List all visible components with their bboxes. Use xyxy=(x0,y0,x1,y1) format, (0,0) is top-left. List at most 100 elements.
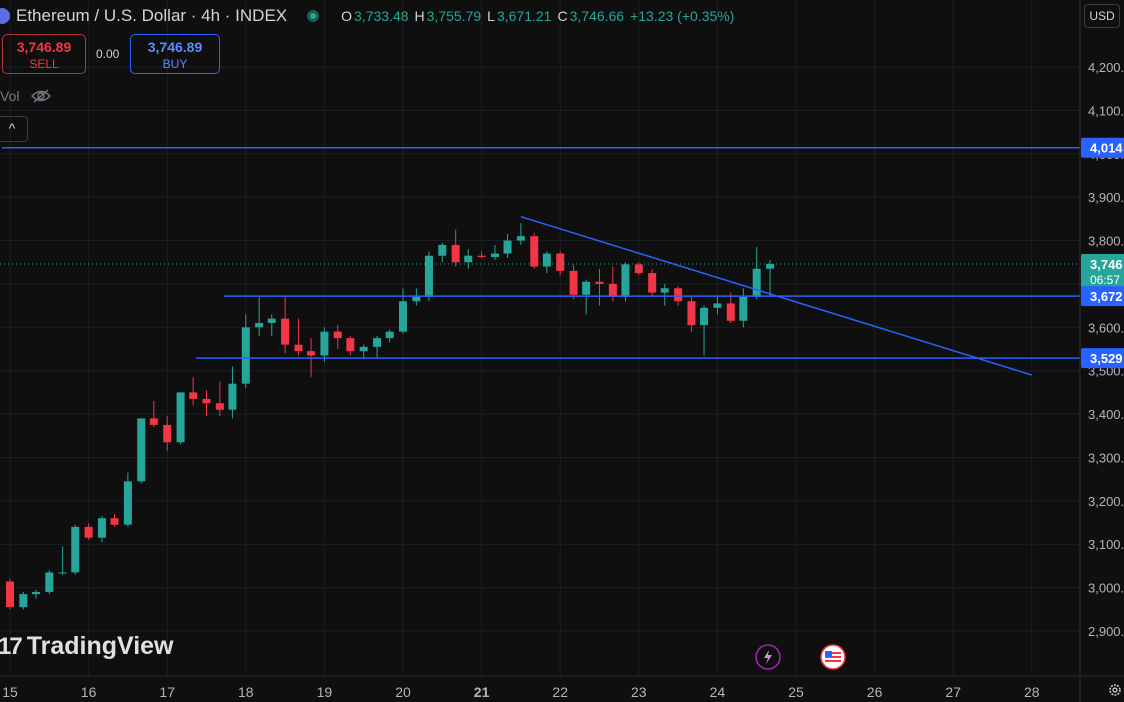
price-axis-label-bg xyxy=(1081,286,1124,307)
candle xyxy=(726,303,735,321)
candle xyxy=(123,481,132,525)
candle xyxy=(19,594,28,608)
candle xyxy=(648,273,657,293)
lightning-event-icon[interactable] xyxy=(755,644,781,670)
price-axis-label-bg xyxy=(1081,137,1124,158)
open-label: O xyxy=(341,8,353,24)
candle xyxy=(569,270,578,295)
buy-price: 3,746.89 xyxy=(147,39,203,55)
y-tick-label: 3,400.00 xyxy=(1088,407,1124,422)
x-tick-label: 16 xyxy=(81,684,97,700)
x-tick-label: 28 xyxy=(1024,684,1040,700)
candle xyxy=(97,518,106,538)
y-tick-label: 3,800.00 xyxy=(1088,234,1124,249)
change-value: +13.23 (+0.35%) xyxy=(630,8,735,24)
candle xyxy=(608,283,617,297)
price-axis-label: 3,672 xyxy=(1090,289,1123,304)
price-axis-label: 4,014 xyxy=(1090,141,1123,156)
candle xyxy=(31,591,40,595)
candle xyxy=(477,255,486,258)
ohlc-values: O 3,733.48 H 3,755.79 L 3,671.21 C 3,746… xyxy=(341,8,740,24)
candle xyxy=(634,264,643,274)
candle xyxy=(739,296,748,321)
price-axis-label: 3,746 xyxy=(1090,257,1123,272)
candle xyxy=(542,253,551,267)
ethereum-icon xyxy=(0,8,10,24)
candle xyxy=(202,398,211,404)
y-tick-label: 4,100.00 xyxy=(1088,103,1124,118)
tradingview-logo-mark: 17 xyxy=(0,632,23,660)
candle xyxy=(490,253,499,258)
candle xyxy=(189,392,198,399)
candle xyxy=(385,331,394,339)
y-tick-label: 3,100.00 xyxy=(1088,537,1124,552)
price-axis-label-bg xyxy=(1081,253,1124,288)
y-tick-label: 3,200.00 xyxy=(1088,494,1124,509)
countdown-label: 06:57 xyxy=(1090,273,1120,287)
candle xyxy=(346,338,355,352)
eye-hidden-icon[interactable] xyxy=(31,89,52,103)
candle xyxy=(84,526,93,538)
collapse-legend-button[interactable]: ^ xyxy=(0,116,28,142)
candle xyxy=(503,240,512,254)
candle xyxy=(137,418,146,482)
candle xyxy=(333,331,342,339)
market-status-icon[interactable] xyxy=(307,10,320,22)
candle xyxy=(320,331,329,356)
candle xyxy=(255,322,264,328)
candle xyxy=(713,303,722,308)
candle xyxy=(412,296,421,302)
candle xyxy=(281,318,290,345)
sell-label: SELL xyxy=(29,57,59,71)
candle xyxy=(6,581,14,608)
sell-button[interactable]: 3,746.89 SELL xyxy=(2,34,86,74)
high-label: H xyxy=(414,8,425,24)
close-value: 3,746.66 xyxy=(569,8,625,24)
candle xyxy=(215,403,224,410)
x-tick-label: 18 xyxy=(238,684,254,700)
symbol-title[interactable]: Ethereum / U.S. Dollar · 4h · INDEX xyxy=(16,6,288,25)
x-tick-label: 27 xyxy=(945,684,961,700)
candle xyxy=(530,236,539,267)
candle xyxy=(307,351,316,356)
volume-indicator[interactable]: Vol xyxy=(0,88,52,104)
candle xyxy=(438,244,447,256)
candle xyxy=(660,288,669,293)
settings-gear-icon[interactable] xyxy=(1108,683,1122,697)
y-tick-label: 4,200.00 xyxy=(1088,60,1124,75)
x-tick-label: 19 xyxy=(317,684,333,700)
candle xyxy=(149,418,158,425)
x-tick-label: 21 xyxy=(474,684,490,700)
candle xyxy=(752,268,761,297)
x-tick-label: 23 xyxy=(631,684,647,700)
candle xyxy=(556,253,565,271)
candle xyxy=(294,344,303,352)
buy-label: BUY xyxy=(162,57,188,71)
candle xyxy=(464,255,473,263)
candle xyxy=(399,301,407,332)
sell-price: 3,746.89 xyxy=(16,39,72,55)
candle xyxy=(582,281,591,295)
buy-button[interactable]: 3,746.89 BUY xyxy=(130,34,220,74)
candle xyxy=(45,572,54,592)
y-tick-label: 2,900.00 xyxy=(1088,624,1124,639)
low-label: L xyxy=(487,8,495,24)
price-axis-label-bg xyxy=(1081,348,1124,369)
candle xyxy=(110,518,119,525)
open-value: 3,733.48 xyxy=(354,8,409,24)
volume-label: Vol xyxy=(0,88,20,104)
x-tick-label: 26 xyxy=(867,684,883,700)
trend-line xyxy=(520,215,1033,376)
candle xyxy=(700,307,709,326)
candle xyxy=(516,236,525,241)
y-tick-label: 3,900.00 xyxy=(1088,190,1124,205)
candle xyxy=(687,301,696,326)
x-tick-label: 22 xyxy=(552,684,568,700)
y-tick-label: 3,600.00 xyxy=(1088,320,1124,335)
tradingview-logo[interactable]: 17 TradingView xyxy=(0,632,174,661)
candle xyxy=(595,281,604,284)
us-flag-event-icon[interactable] xyxy=(820,644,846,670)
currency-selector[interactable]: USD xyxy=(1084,4,1120,28)
x-tick-label: 15 xyxy=(2,684,18,700)
